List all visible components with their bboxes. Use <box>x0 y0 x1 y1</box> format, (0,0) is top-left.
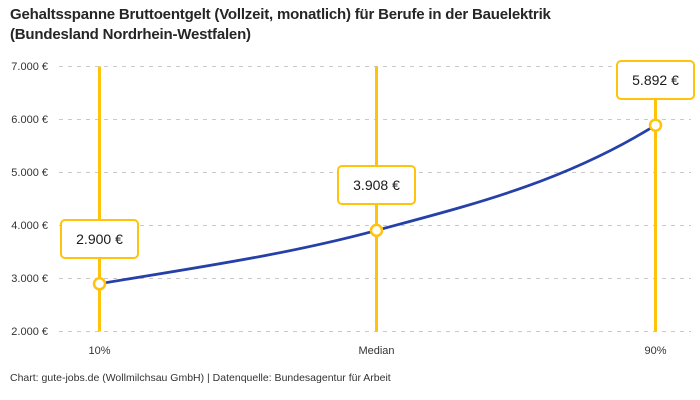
y-axis-tick-label: 7.000 € <box>11 60 48 73</box>
x-axis-tick-label-10pct: 10% <box>88 345 111 357</box>
chart-title: Gehaltsspanne Bruttoentgelt (Vollzeit, m… <box>10 5 694 45</box>
chart-title-line2: (Bundesland Nordrhein-Westfalen) <box>10 26 251 43</box>
y-axis-tick-label: 6.000 € <box>11 113 48 126</box>
value-label-10pct: 2.900 € <box>76 230 123 247</box>
data-point-marker <box>369 223 384 238</box>
data-point-marker <box>648 118 663 132</box>
value-label-90pct: 5.892 € <box>632 72 679 89</box>
footer-credit: Chart: gute-jobs.de (Wollmilchsau GmbH) … <box>10 372 391 384</box>
y-axis-tick-label: 4.000 € <box>11 219 48 232</box>
value-label-median: 3.908 € <box>353 177 400 194</box>
value-callout-box-10pct: 2.900 € <box>60 218 139 259</box>
chart-title-line1: Gehaltsspanne Bruttoentgelt (Vollzeit, m… <box>10 6 551 23</box>
x-axis-tick-label-90pct: 90% <box>644 345 667 357</box>
y-axis-tick-label: 5.000 € <box>11 166 48 179</box>
y-axis-tick-label: 2.000 € <box>11 325 48 338</box>
x-axis-tick-label-median: Median <box>358 345 395 357</box>
value-callout-box-90pct: 5.892 € <box>616 60 695 101</box>
y-axis-tick-label: 3.000 € <box>11 272 48 285</box>
data-point-marker <box>92 277 107 291</box>
value-callout-box-median: 3.908 € <box>337 165 416 206</box>
